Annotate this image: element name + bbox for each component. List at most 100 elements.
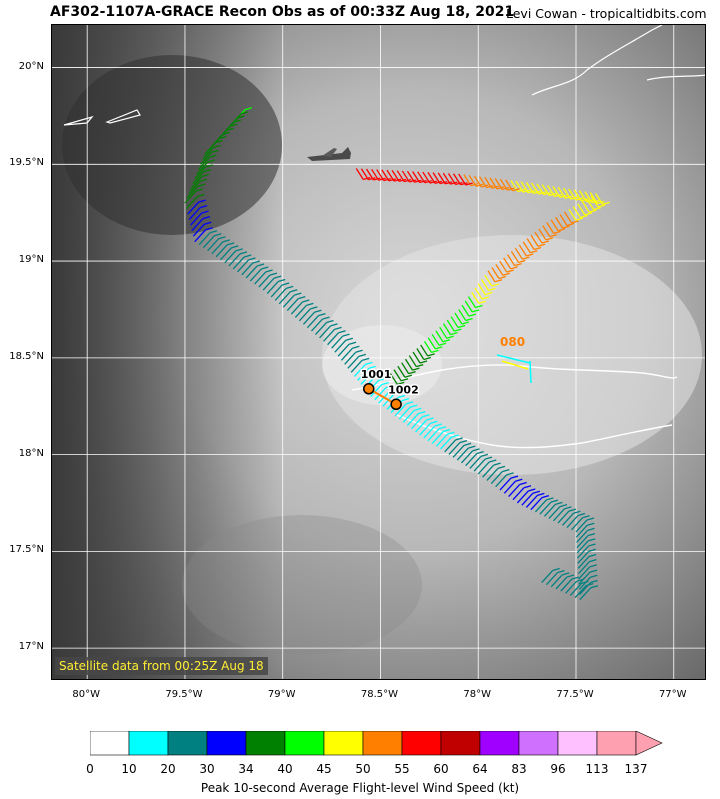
- wind-barb: [310, 316, 330, 332]
- wind-barb: [416, 348, 432, 361]
- wind-barb: [286, 295, 306, 312]
- recon-wind-barbs: [184, 107, 610, 601]
- wind-barb: [577, 559, 597, 575]
- wind-barb: [241, 260, 260, 276]
- wind-barb: [491, 267, 507, 280]
- wind-barb: [499, 260, 514, 273]
- colorbar-tick: 60: [433, 762, 449, 776]
- wind-barb: [471, 291, 486, 304]
- wind-barb: [404, 358, 420, 371]
- wind-barb: [215, 242, 235, 258]
- wind-barb: [282, 292, 302, 308]
- wind-barb: [458, 309, 473, 322]
- wind-barb: [188, 204, 208, 221]
- wind-barb: [370, 381, 389, 397]
- wind-barb: [347, 353, 367, 369]
- map-canvas: 1001 1002: [52, 25, 705, 679]
- wind-barb: [232, 254, 252, 270]
- colorbar-tick: 45: [316, 762, 332, 776]
- wind-barb: [258, 272, 278, 288]
- colorbar-segment: [362, 730, 403, 756]
- wind-barb: [410, 414, 430, 430]
- colorbar-tick: 20: [160, 762, 176, 776]
- coastline-jamaica-south: [396, 414, 673, 449]
- colorbar-tick: 64: [472, 762, 488, 776]
- wind-barb: [571, 515, 590, 531]
- credit-text: Levi Cowan - tropicaltidbits.com: [506, 6, 707, 21]
- wind-barb: [302, 309, 322, 325]
- wind-barb: [184, 188, 204, 204]
- wind-barb: [228, 251, 248, 267]
- wind-barb: [514, 247, 530, 260]
- wind-barb: [423, 341, 439, 354]
- wind-barb: [550, 572, 570, 588]
- satellite-timestamp: Satellite data from 00:25Z Aug 18: [55, 657, 268, 675]
- wind-barb: [294, 302, 314, 318]
- wind-barb: [473, 456, 493, 472]
- wind-barb: [563, 211, 579, 224]
- wind-barb: [398, 404, 418, 420]
- wind-barb: [323, 326, 342, 342]
- colorbar-tick: 0: [86, 762, 94, 776]
- lat-tick-label: 17.5°N: [9, 544, 44, 556]
- wind-barb: [439, 326, 454, 339]
- wind-barb: [507, 254, 522, 267]
- colorbar-segment: [479, 730, 520, 756]
- wind-barb: [315, 319, 334, 335]
- colorbar-segment: [323, 730, 364, 756]
- colorbar-segment: [89, 730, 130, 756]
- wind-barb: [191, 216, 211, 232]
- wind-barb: [486, 465, 506, 481]
- wind-barb: [480, 279, 496, 291]
- lat-tick-label: 17°N: [18, 641, 44, 653]
- wind-barb: [510, 251, 526, 264]
- dropsonde-label: 080: [500, 335, 526, 349]
- wind-barb: [194, 227, 213, 243]
- wind-barb: [578, 574, 598, 590]
- wind-barb: [402, 407, 422, 423]
- wind-barb: [224, 248, 243, 264]
- wind-barb: [548, 503, 568, 520]
- wind-barb: [278, 289, 298, 305]
- wind-barb: [397, 365, 413, 378]
- wind-barb: [435, 330, 451, 343]
- wind-barb: [543, 501, 563, 517]
- wind-barb: [406, 410, 426, 427]
- colorbar-tick: 83: [511, 762, 527, 776]
- wind-barb: [440, 434, 459, 450]
- wind-barb: [186, 183, 206, 199]
- wind-barb: [431, 333, 447, 346]
- lon-tick-label: 79°W: [267, 689, 296, 700]
- wind-barb: [539, 499, 559, 515]
- wind-barb: [360, 369, 380, 385]
- wind-barb: [444, 437, 463, 453]
- wind-barb: [557, 508, 577, 524]
- lat-tick-label: 18°N: [18, 447, 44, 459]
- wind-barb: [393, 369, 409, 382]
- wind-barb: [454, 312, 470, 325]
- wind-barb: [394, 401, 414, 417]
- wind-barb: [467, 296, 483, 309]
- wind-barb: [245, 263, 265, 279]
- wind-barb: [187, 199, 206, 215]
- colorbar-tick: 137: [624, 762, 648, 776]
- wind-barb: [266, 278, 286, 294]
- wind-barb: [560, 576, 579, 592]
- wind-barb: [482, 462, 501, 478]
- wind-barb: [464, 300, 480, 313]
- wind-barb: [446, 319, 462, 332]
- wind-barb: [569, 580, 589, 596]
- lon-tick-label: 79.5°W: [165, 689, 203, 700]
- wind-barb: [499, 475, 519, 491]
- colorbar-segment: [284, 730, 325, 756]
- wind-barb: [477, 283, 493, 296]
- wind-barb: [355, 168, 371, 181]
- wind-barb: [188, 178, 208, 194]
- pressure-marker: [390, 398, 402, 411]
- wind-barb: [530, 234, 546, 247]
- wind-barb: [327, 330, 346, 346]
- wind-barb: [572, 206, 588, 219]
- wind-barb: [469, 453, 489, 469]
- wind-barb: [576, 538, 596, 554]
- wind-barb: [566, 512, 586, 528]
